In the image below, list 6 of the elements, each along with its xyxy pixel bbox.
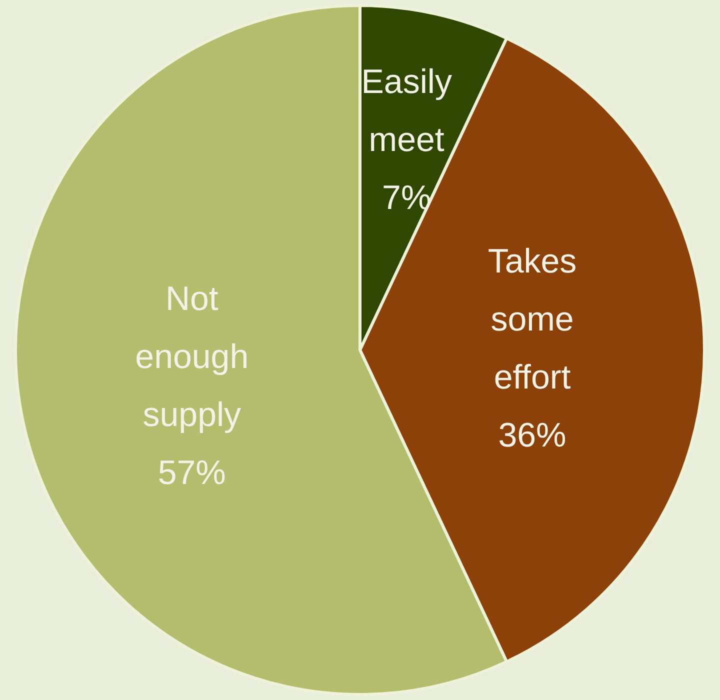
slice-label: Easily meet — [361, 62, 452, 159]
slice-label: Not enough supply — [135, 280, 249, 434]
slice-label: Takes some effort — [488, 242, 577, 396]
data-label: 57% — [158, 454, 226, 492]
data-label: 36% — [498, 416, 566, 454]
data-label: 7% — [382, 178, 432, 217]
